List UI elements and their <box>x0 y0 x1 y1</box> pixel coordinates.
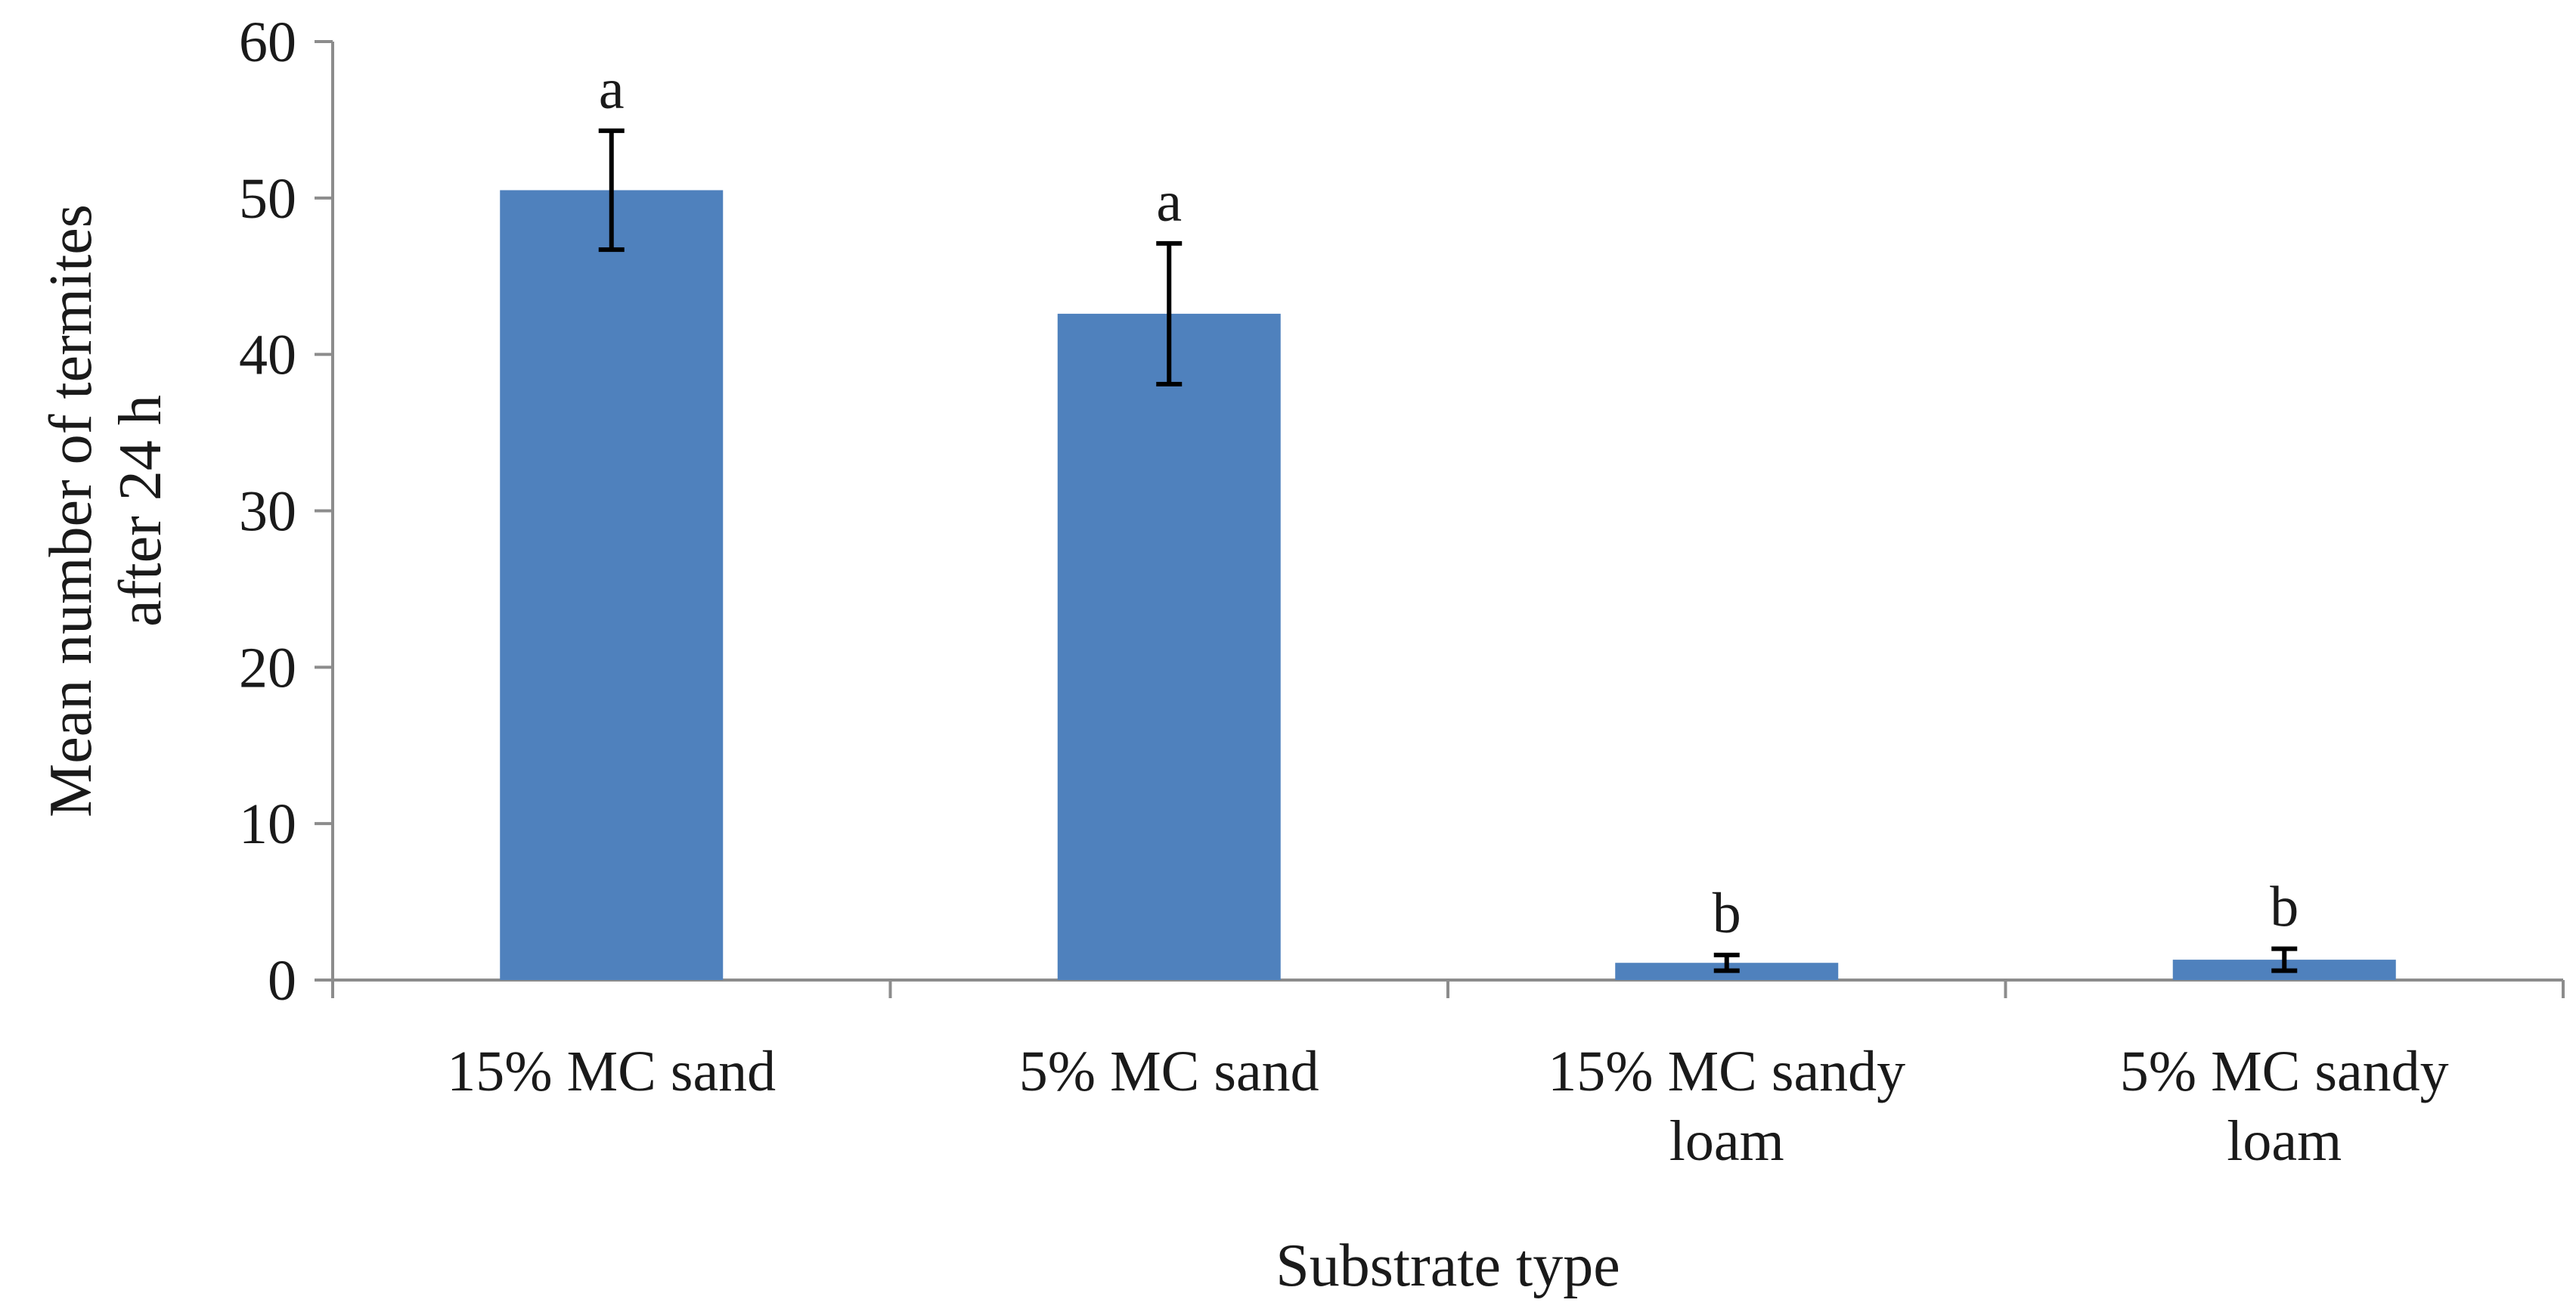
y-tick-label: 0 <box>268 949 296 1013</box>
category-label: 5% MC sand <box>1019 1040 1319 1103</box>
category-label: 15% MC sand <box>447 1040 776 1103</box>
y-tick-label: 60 <box>239 11 296 74</box>
significance-letter: b <box>1713 882 1741 945</box>
y-tick-label: 20 <box>239 636 296 699</box>
significance-letter: b <box>2270 876 2299 939</box>
y-axis-title-line: after 24 h <box>107 395 174 627</box>
y-axis-title: Mean number of termitesafter 24 h <box>38 204 174 817</box>
category-label: 5% MC sandy loam <box>2120 1040 2449 1173</box>
y-axis: 0 10 20 30 40 50 60 <box>239 11 334 1013</box>
y-tick-label: 30 <box>239 480 296 544</box>
category-label-line: loam <box>1669 1109 1784 1173</box>
x-axis <box>331 979 2565 998</box>
bar <box>500 190 724 980</box>
bar-series <box>500 190 2396 980</box>
significance-letters: a a b b <box>599 57 2299 945</box>
bar <box>1057 313 1281 980</box>
y-axis-title-line: Mean number of termites <box>38 204 104 817</box>
category-label: 15% MC sandy loam <box>1548 1040 1905 1173</box>
category-label-line: 5% MC sand <box>1019 1040 1319 1103</box>
category-label-line: loam <box>2227 1109 2342 1173</box>
y-tick-label: 10 <box>239 792 296 856</box>
category-label-line: 15% MC sand <box>447 1040 776 1103</box>
significance-letter: a <box>1156 170 1182 234</box>
y-tick-label: 50 <box>239 167 296 231</box>
error-bars <box>598 128 2298 973</box>
category-label-line: 5% MC sandy <box>2120 1040 2449 1103</box>
category-label-line: 15% MC sandy <box>1548 1040 1905 1103</box>
significance-letter: a <box>599 57 625 121</box>
category-labels: 15% MC sand 5% MC sand 15% MC sandy loam5% … <box>447 1040 2448 1173</box>
y-tick-label: 40 <box>239 324 296 387</box>
x-axis-title: Substrate type <box>1276 1233 1620 1299</box>
